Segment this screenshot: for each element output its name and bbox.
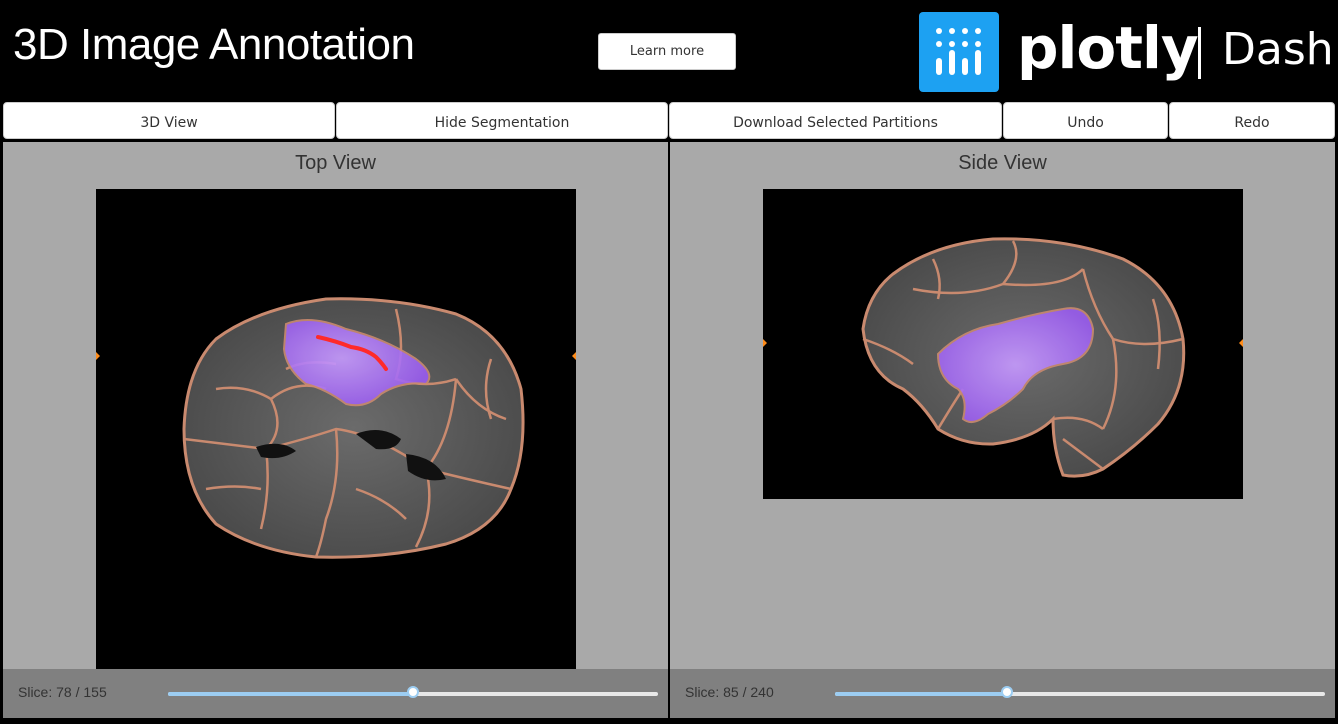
top-view-canvas[interactable]	[96, 189, 576, 669]
view-3d-button[interactable]: 3D View	[3, 102, 335, 139]
top-slice-label: Slice: 78 / 155	[18, 684, 107, 700]
side-view-image[interactable]	[763, 189, 1243, 499]
toolbar: 3D View Hide Segmentation Download Selec…	[3, 102, 1335, 140]
logo-divider	[1198, 27, 1201, 79]
hide-segmentation-button[interactable]: Hide Segmentation	[336, 102, 668, 139]
selected-partition[interactable]	[282, 319, 431, 407]
panel-divider	[668, 140, 670, 724]
app-header: 3D Image Annotation Learn more plotly Da…	[0, 0, 1338, 100]
top-view-title: Top View	[295, 152, 376, 174]
side-slice-handle[interactable]	[1001, 686, 1014, 698]
learn-more-button[interactable]: Learn more	[598, 33, 736, 70]
side-view-canvas[interactable]	[763, 189, 1243, 499]
undo-button[interactable]: Undo	[1003, 102, 1168, 139]
plotly-wordmark: plotly	[1017, 14, 1199, 82]
plotly-logo-icon[interactable]	[919, 12, 999, 92]
side-slice-slider-bar: Slice: 85 / 240	[670, 669, 1335, 718]
dash-wordmark: Dash	[1222, 24, 1334, 75]
top-view-panel: Top View	[3, 142, 668, 669]
annotation-stroke[interactable]	[316, 335, 388, 371]
redo-button[interactable]: Redo	[1169, 102, 1335, 139]
side-slice-track[interactable]	[835, 692, 1325, 696]
app-title: 3D Image Annotation	[13, 20, 415, 69]
side-selected-partition[interactable]	[936, 307, 1095, 424]
top-view-image[interactable]	[96, 189, 576, 669]
top-slice-slider-bar: Slice: 78 / 155	[3, 669, 668, 718]
side-view-title: Side View	[958, 152, 1047, 174]
side-view-panel: Side View	[670, 142, 1335, 669]
download-partitions-button[interactable]: Download Selected Partitions	[669, 102, 1002, 139]
side-slice-label: Slice: 85 / 240	[685, 684, 774, 700]
top-slice-handle[interactable]	[407, 686, 419, 698]
